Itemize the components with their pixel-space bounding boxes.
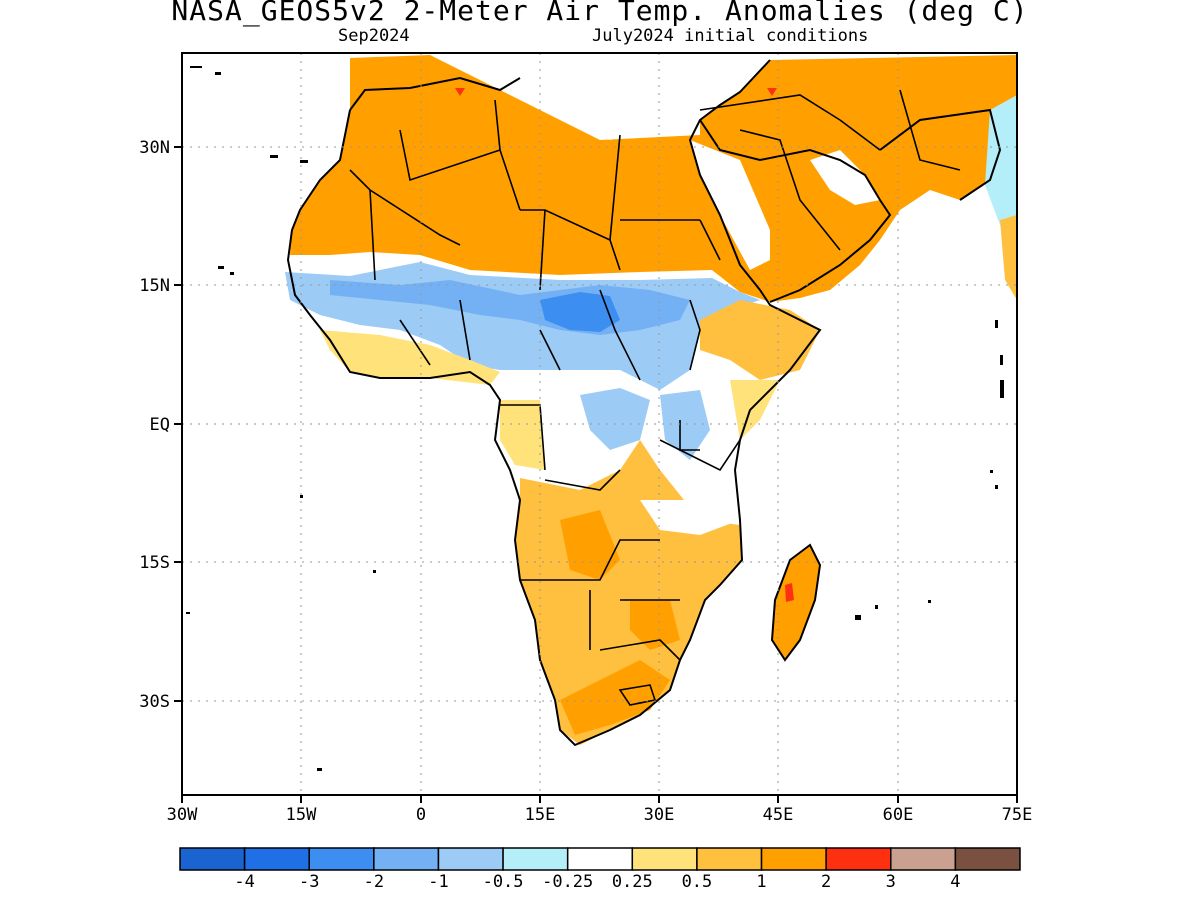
ethiopia-warm <box>700 300 820 380</box>
colorbar-label: -0.25 <box>542 872 594 892</box>
colorbar-swatch <box>825 847 892 871</box>
islands <box>186 66 1004 771</box>
initial-conditions-label: July2024 initial conditions <box>592 26 869 46</box>
iraq-extreme <box>767 88 777 96</box>
algeria-extreme <box>455 88 465 96</box>
y-tick-label: 15N <box>139 276 170 296</box>
colorbar-swatch <box>502 847 569 871</box>
south-africa-hot <box>560 660 670 735</box>
colorbar-label: -1 <box>428 872 449 892</box>
colorbar-swatch <box>308 847 375 871</box>
x-tick-label: 60E <box>883 805 914 825</box>
colorbar-label: -0.5 <box>482 872 524 892</box>
map-layers <box>186 55 1017 771</box>
y-tick-label: 15S <box>139 553 170 573</box>
y-tick-label: 30S <box>139 692 170 712</box>
colorbar-swatch <box>437 847 504 871</box>
colorbar-swatch <box>631 847 698 871</box>
colorbar-label: 1 <box>756 872 767 892</box>
colorbar-label: 3 <box>885 872 896 892</box>
x-tick-label: 30E <box>644 805 675 825</box>
y-tick-label: 30N <box>139 138 170 158</box>
colorbar-label: 0.5 <box>681 872 713 892</box>
anomaly-field <box>285 55 1017 745</box>
y-tick-label: EQ <box>150 415 170 435</box>
colorbar-swatch <box>696 847 763 871</box>
colorbar-swatch <box>243 847 310 871</box>
colorbar-swatch <box>890 847 957 871</box>
colorbar-swatch <box>373 847 440 871</box>
y-axis-labels: 30N 15N EQ 15S 30S <box>139 138 170 712</box>
x-tick-label: 0 <box>416 805 426 825</box>
x-tick-label: 15W <box>286 805 317 825</box>
country-borders <box>349 89 961 706</box>
forecast-month-label: Sep2024 <box>338 26 410 46</box>
colorbar-swatch <box>954 847 1021 871</box>
colorbar-label: 0.25 <box>611 872 653 892</box>
india-warm <box>1000 215 1017 300</box>
colorbar-swatch <box>566 847 634 871</box>
x-axis-labels: 30W 15W 0 15E 30E 45E 60E 75E <box>167 805 1033 825</box>
west-africa-warm <box>320 330 500 385</box>
madagascar-extreme <box>785 583 794 602</box>
map-title: NASA_GEOS5v2 2-Meter Air Temp. Anomalies… <box>171 0 1029 27</box>
south-asia-cool <box>985 95 1017 225</box>
colorbar-label: 4 <box>950 872 961 892</box>
colorbar-label: 2 <box>821 872 832 892</box>
tick-marks <box>174 146 1018 803</box>
x-tick-label: 15E <box>525 805 556 825</box>
sahel-core-cool <box>540 292 620 332</box>
colorbar-swatch <box>179 847 246 871</box>
zimbabwe-hot <box>630 600 680 650</box>
gabon-warm <box>500 400 545 470</box>
persian-gulf <box>810 150 880 205</box>
madagascar <box>772 545 820 660</box>
colorbar-label: -3 <box>298 872 320 892</box>
x-tick-label: 30W <box>167 805 198 825</box>
colorbar-label: -2 <box>363 872 385 892</box>
colorbar <box>179 847 1021 871</box>
x-tick-label: 45E <box>763 805 794 825</box>
gridlines <box>182 53 1017 795</box>
lakes-cool <box>660 390 710 460</box>
colorbar-label: -4 <box>234 872 255 892</box>
colorbar-swatch <box>760 847 827 871</box>
x-tick-label: 75E <box>1002 805 1033 825</box>
tanzania-neutral <box>640 500 740 535</box>
coastlines <box>286 59 1002 747</box>
red-sea <box>690 140 770 270</box>
somalia-warm <box>730 380 780 440</box>
mediterranean-sea <box>520 78 700 140</box>
congo-cool <box>580 388 650 450</box>
